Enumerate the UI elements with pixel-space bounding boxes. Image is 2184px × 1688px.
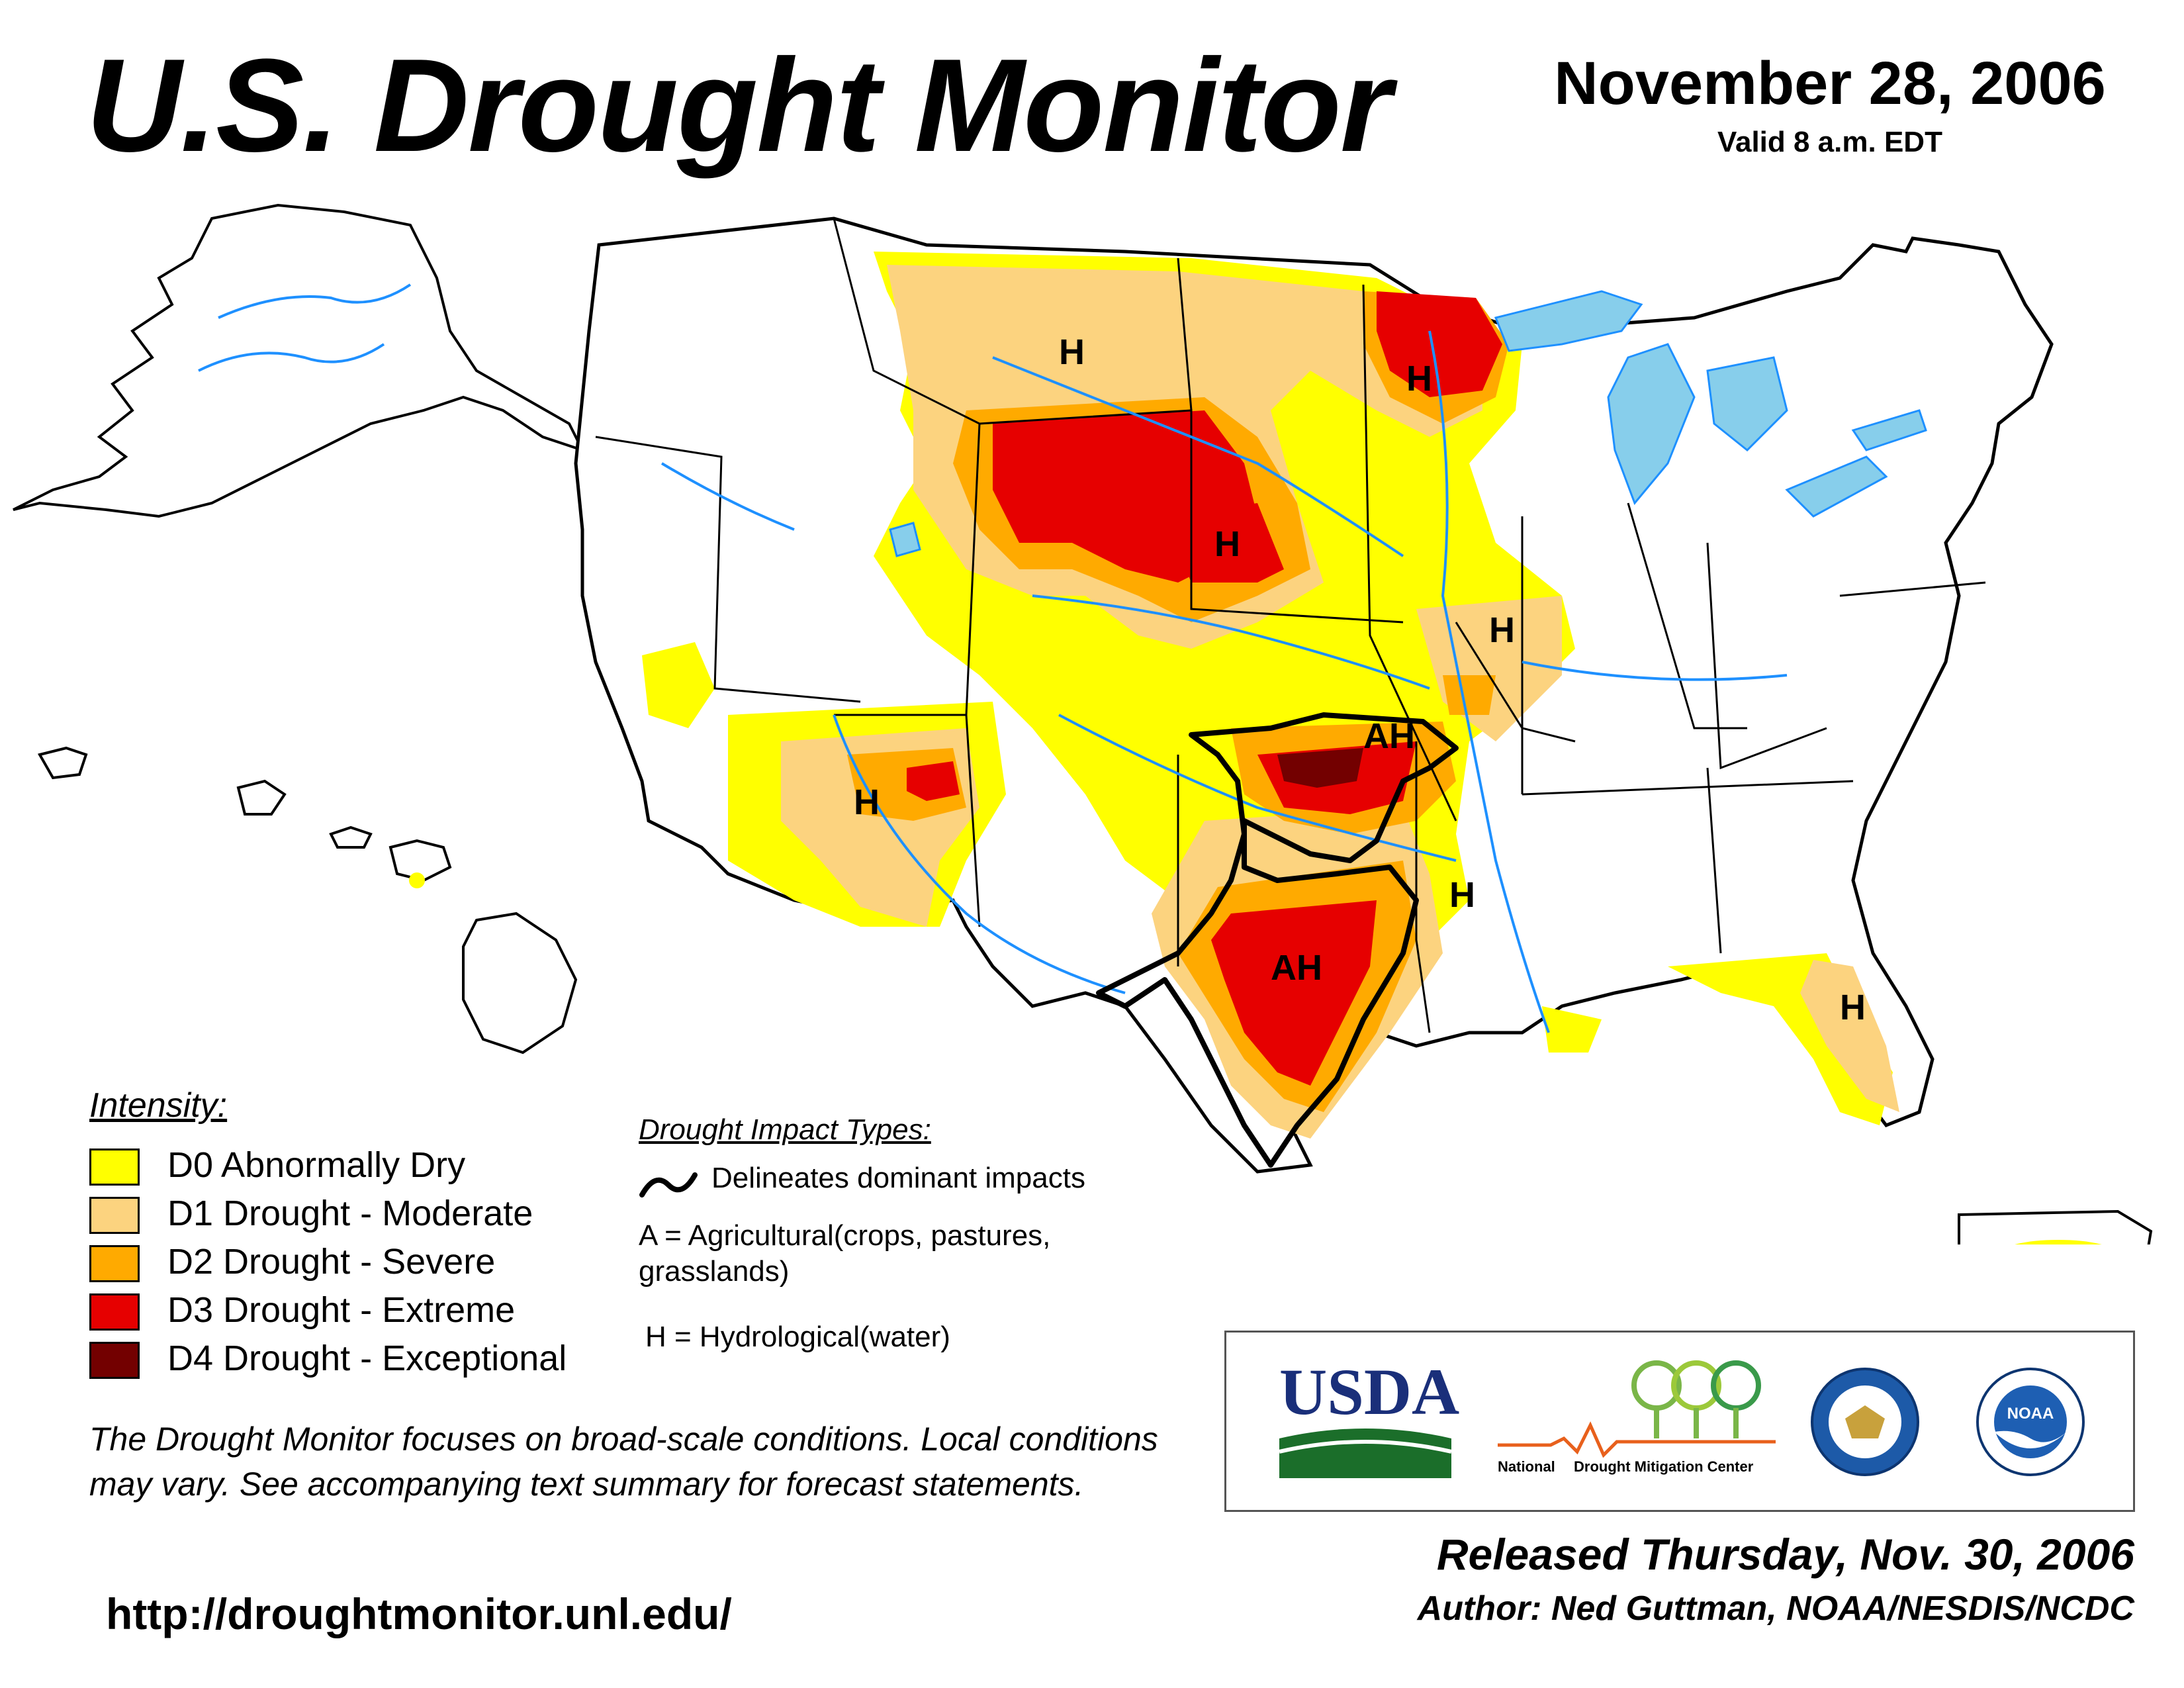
swatch-d3 (89, 1293, 140, 1331)
legend-label: D3 Drought - Extreme (167, 1290, 516, 1330)
swatch-d4 (89, 1342, 140, 1379)
state-lines (595, 218, 1986, 1033)
ndmc-label-right: Drought Mitigation Center (1574, 1458, 1754, 1475)
impact-label-arizona: H (854, 782, 880, 822)
website-link[interactable]: http://droughtmonitor.unl.edu/ (106, 1589, 732, 1638)
legend-label: D2 Drought - Severe (167, 1242, 496, 1282)
legend-label: D1 Drought - Moderate (167, 1194, 533, 1233)
impact-label-florida: H (1840, 988, 1866, 1027)
legend-heading: Intensity: (89, 1086, 228, 1125)
ndmc-logo: National Drought Mitigation Center (1498, 1359, 1776, 1485)
swatch-d2 (89, 1245, 140, 1282)
swatch-d0 (89, 1149, 140, 1186)
impact-heading: Drought Impact Types: (639, 1113, 931, 1146)
rivers (660, 330, 1788, 1033)
ndmc-label-left: National (1498, 1458, 1555, 1475)
swatch-d1 (89, 1197, 140, 1234)
impact-label-texas: AH (1271, 948, 1322, 988)
noaa-logo-icon: NOAA (1976, 1368, 2085, 1476)
disclaimer: The Drought Monitor focuses on broad-sca… (89, 1421, 1158, 1503)
impact-label-montana: H (1059, 332, 1085, 372)
partner-logos: USDA National Drought Mitigation Center … (1224, 1331, 2135, 1512)
impact-line-icon (639, 1172, 698, 1197)
commerce-seal-icon (1811, 1368, 1919, 1476)
valid-time: Valid 8 a.m. EDT (1717, 126, 1942, 158)
legend-label: D4 Drought - Exceptional (167, 1338, 567, 1378)
tree-icon (1631, 1360, 1761, 1438)
usda-logo: USDA (1279, 1355, 1460, 1481)
usda-hills-icon (1279, 1429, 1452, 1478)
impact-line-label: Delineates dominant impacts (711, 1162, 1085, 1194)
usda-logo-text: USDA (1279, 1355, 1460, 1429)
ndmc-pulse-icon (1498, 1421, 1776, 1458)
impact-outline (1096, 712, 1459, 1168)
impact-label-kansas: AH (1363, 716, 1415, 756)
impact-label-nebraska: H (1214, 524, 1240, 564)
puerto-rico-outline (1958, 1209, 2153, 1244)
hawaii-outline (37, 746, 578, 1055)
page-title: U.S. Drought Monitor (86, 32, 1392, 179)
legend-label: D0 Abnormally Dry (167, 1145, 466, 1185)
impact-label-minnesota: H (1406, 359, 1432, 399)
noaa-logo-text: NOAA (2007, 1405, 2054, 1423)
impact-hydrological: H = Hydrological(water) (645, 1321, 950, 1353)
drought-map: H H H H H AH H AH H (13, 203, 2153, 1244)
great-lakes (889, 290, 1927, 557)
impact-label-arkansas: H (1449, 875, 1475, 915)
map-date: November 28, 2006 (1554, 50, 2106, 117)
impact-agricultural: A = Agricultural(crops, pastures, grassl… (639, 1219, 1051, 1288)
author: Author: Ned Guttman, NOAA/NESDIS/NCDC (1417, 1589, 2134, 1628)
alaska-outline (13, 203, 585, 518)
impact-label-iowa: H (1489, 610, 1515, 650)
release-date: Released Thursday, Nov. 30, 2006 (1436, 1530, 2134, 1579)
